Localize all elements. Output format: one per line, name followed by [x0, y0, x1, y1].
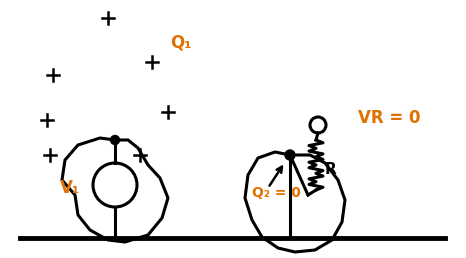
- Text: VR = 0: VR = 0: [358, 109, 420, 127]
- Text: R: R: [325, 163, 337, 178]
- Circle shape: [285, 150, 295, 160]
- Text: V₁: V₁: [60, 179, 80, 197]
- Circle shape: [310, 117, 326, 133]
- Text: Q₂ = 0: Q₂ = 0: [252, 186, 301, 200]
- Circle shape: [110, 135, 119, 144]
- Text: Q₁: Q₁: [170, 33, 192, 51]
